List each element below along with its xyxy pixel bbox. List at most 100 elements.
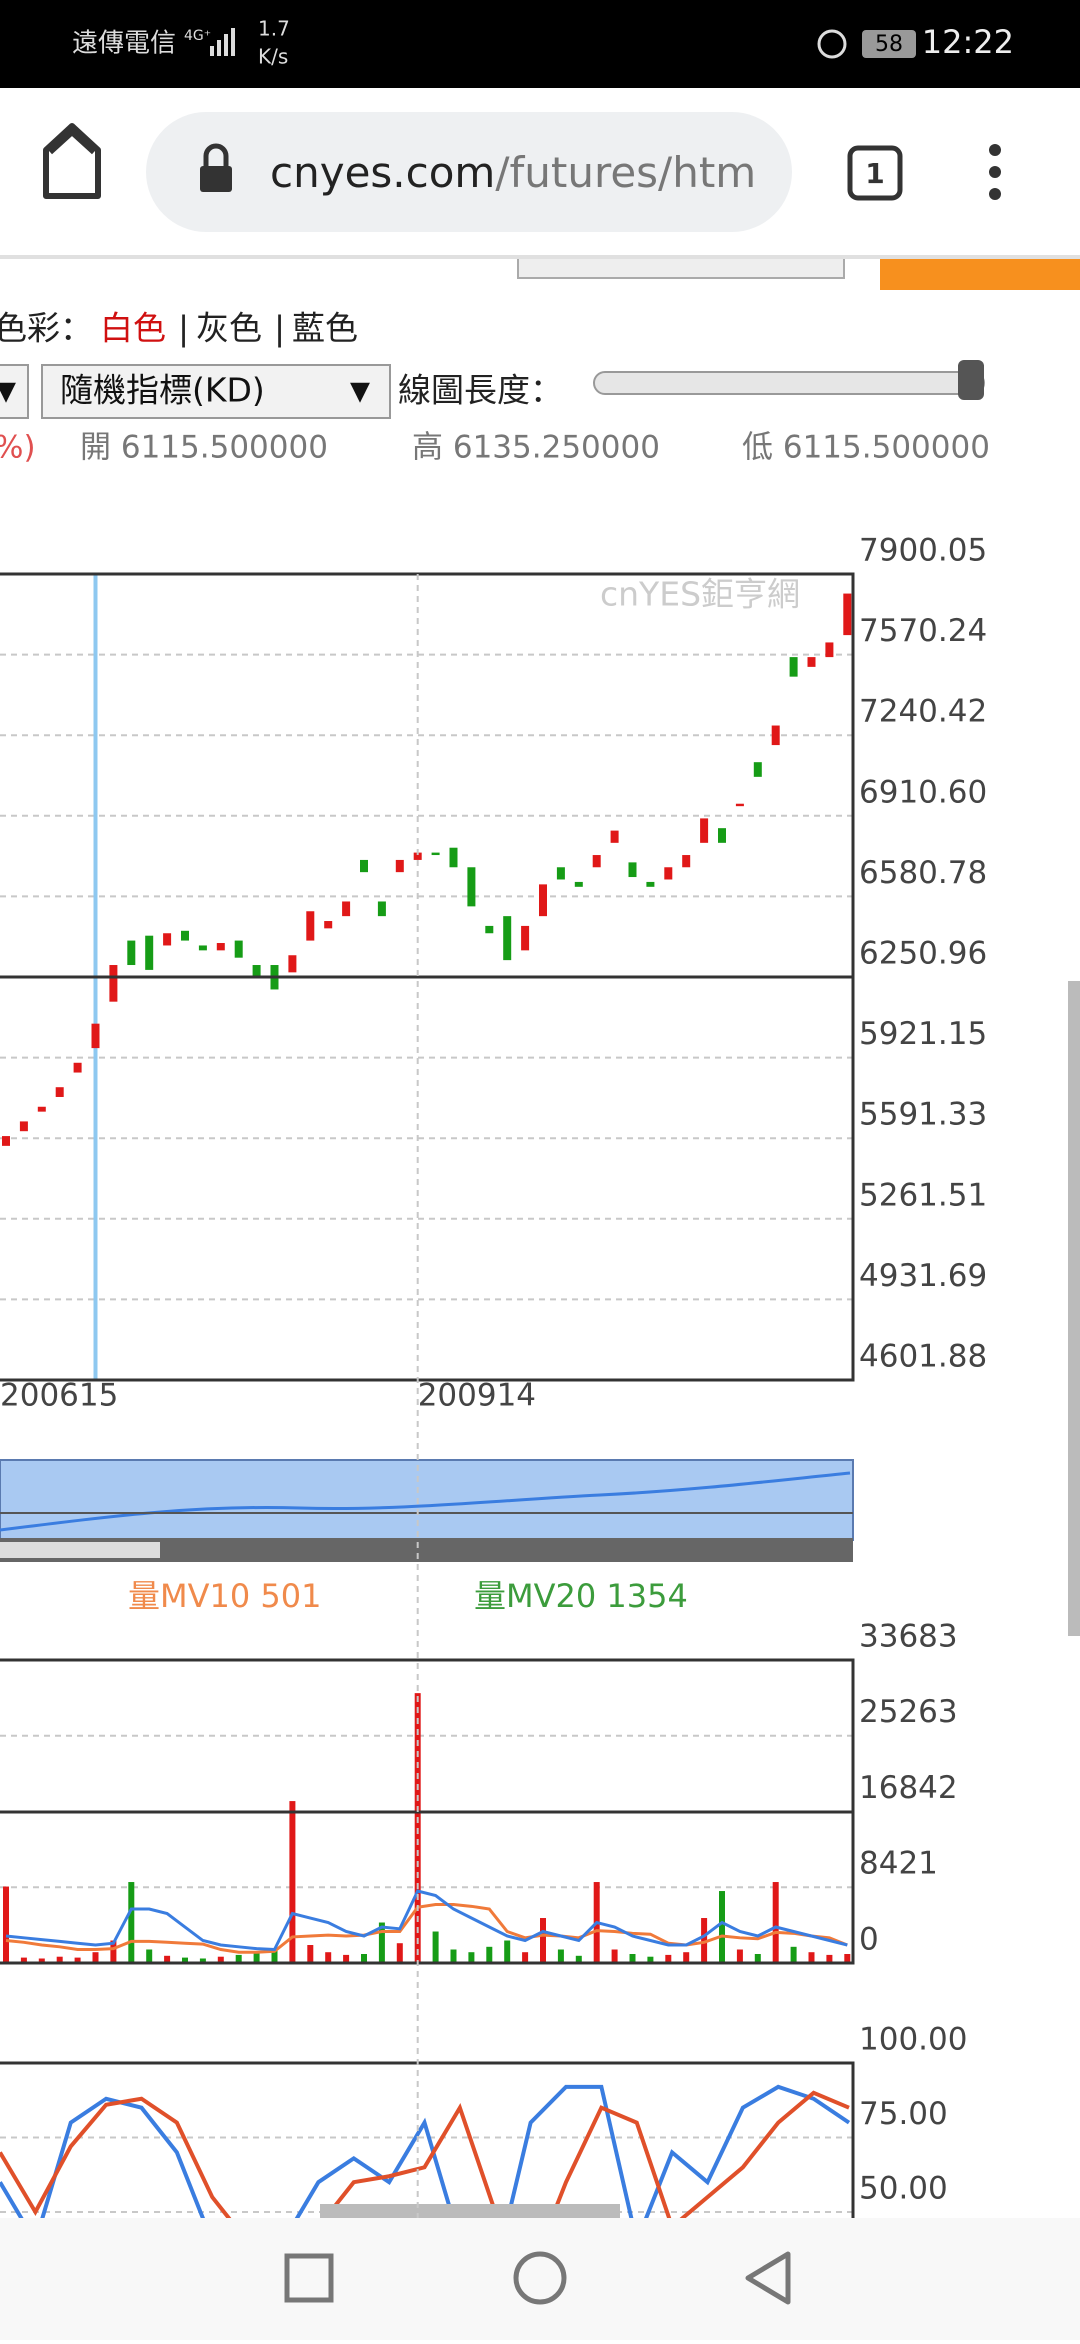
navigator[interactable]	[0, 1459, 854, 1541]
candle-body	[449, 847, 458, 868]
candle-body	[556, 867, 565, 880]
candle-body	[718, 828, 726, 843]
volume-bar	[56, 1956, 63, 1963]
indicator-select[interactable]	[41, 364, 391, 419]
volume-bar	[235, 1954, 242, 1963]
quote-low: 低 6115.500000	[742, 430, 990, 466]
candle-body	[198, 945, 207, 951]
length-slider[interactable]	[593, 371, 985, 395]
candle-body	[485, 925, 494, 934]
volume-bar	[683, 1952, 690, 1963]
y-tick-label: 4931.69	[859, 1258, 987, 1294]
slider-handle[interactable]	[958, 360, 984, 400]
legend-entry: 量MV10 501	[128, 1577, 321, 1615]
net-speed-unit: K/s	[258, 45, 288, 69]
candle-body	[664, 867, 673, 880]
candle-body	[181, 930, 189, 941]
candle-body	[2, 1136, 10, 1146]
separator: |	[178, 309, 189, 348]
navigator-thumb[interactable]	[0, 1542, 160, 1558]
color-label: 色彩：	[0, 309, 93, 348]
y-tick-label: 7900.05	[859, 533, 987, 569]
battery-level: 58	[875, 32, 903, 57]
volume-bar	[844, 1954, 851, 1963]
period-select[interactable]	[0, 364, 29, 419]
y-tick-label: 50.00	[859, 2171, 948, 2207]
volume-bar	[665, 1954, 672, 1963]
legend-entry: 量MV20 1354	[474, 1577, 688, 1615]
candle-body	[539, 884, 547, 917]
carrier: 遠傳電信	[72, 29, 176, 59]
volume-bar	[182, 1957, 188, 1963]
dropdown-arrow: ▼	[0, 377, 16, 407]
candle-body	[431, 852, 440, 856]
volume-bar	[575, 1955, 582, 1963]
candle-body	[145, 935, 154, 970]
color-white[interactable]: 白色	[100, 309, 166, 348]
candle-body	[771, 725, 780, 746]
candle-body	[73, 1062, 82, 1073]
candle-body	[395, 859, 404, 873]
volume-bar	[343, 1954, 350, 1963]
net-speed: 1.7	[258, 17, 290, 41]
y-tick-label: 7570.24	[859, 613, 987, 649]
candle-body	[789, 657, 798, 677]
kd-line	[0, 2084, 851, 2218]
y-tick-label: 16842	[859, 1770, 958, 1806]
volume-bar	[629, 1954, 636, 1963]
lock-icon	[200, 166, 232, 192]
color-gray[interactable]: 灰色	[196, 309, 262, 348]
volume-bar	[199, 1958, 206, 1963]
kd-lines	[0, 2084, 851, 2218]
volume-ma-line	[5, 1889, 848, 1952]
menu-button[interactable]	[989, 144, 1001, 200]
candle-body	[503, 916, 512, 961]
battery-icon	[862, 30, 916, 58]
separator: |	[274, 309, 285, 348]
volume-bar	[504, 1940, 511, 1963]
home-nav-button[interactable]	[513, 2251, 567, 2305]
y-tick-label: 6250.96	[859, 936, 987, 972]
volume-bar	[647, 1956, 654, 1963]
clock: 12:22	[922, 23, 1014, 61]
volume-bar	[540, 1918, 546, 1963]
quote-change: %)	[0, 430, 36, 466]
tabs-button[interactable]	[847, 145, 903, 201]
color-blue[interactable]: 藍色	[292, 309, 358, 348]
volume-bar	[20, 1957, 27, 1963]
y-tick-label: 5591.33	[859, 1097, 987, 1133]
candle-body	[306, 911, 315, 941]
dropdown-arrow: ▼	[350, 377, 370, 407]
volume-bar	[271, 1949, 278, 1963]
candle-body	[646, 881, 655, 887]
volume-bar	[146, 1949, 153, 1963]
volume-bar	[110, 1940, 117, 1963]
url-domain: cnyes.com	[270, 148, 495, 197]
back-button[interactable]	[745, 2251, 791, 2305]
volume-bar	[164, 1955, 171, 1963]
home-button[interactable]	[43, 123, 101, 199]
alarm-icon	[817, 29, 847, 59]
volume-bar	[826, 1954, 833, 1963]
volume-ma-line	[5, 1903, 848, 1954]
x-tick-label: 200615	[0, 1378, 118, 1414]
volume-bar	[736, 1949, 743, 1963]
volume-bar	[289, 1801, 296, 1963]
y-tick-label: 8421	[859, 1846, 938, 1882]
candle-body	[574, 881, 583, 887]
watermark: cnYES鉅亨網	[600, 575, 800, 614]
candle-body	[324, 921, 333, 929]
candle-body	[163, 933, 172, 946]
candle-body	[610, 830, 619, 843]
y-tick-label: 33683	[859, 1619, 958, 1655]
url-field[interactable]	[146, 112, 792, 232]
recents-button[interactable]	[284, 2253, 334, 2303]
network: 4G⁺	[184, 28, 211, 44]
volume-bar	[468, 1952, 475, 1963]
candle-body	[109, 965, 118, 1002]
indicator-name: 隨機指標(KD)	[60, 371, 265, 410]
volume-bar	[307, 1945, 314, 1963]
volume-bar	[611, 1949, 618, 1963]
